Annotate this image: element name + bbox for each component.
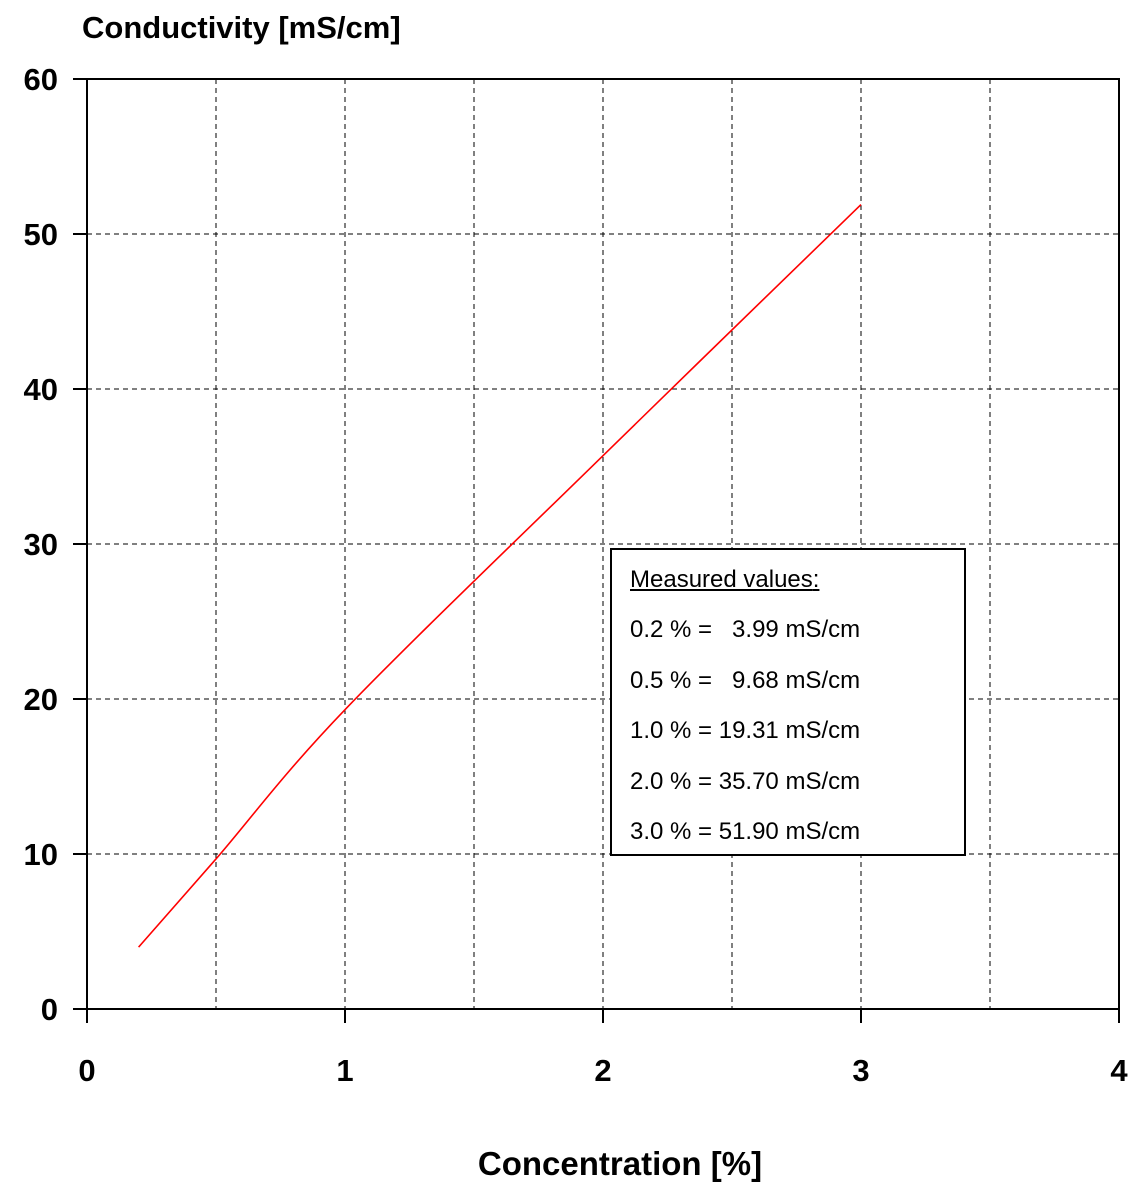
x-tick-label: 2	[594, 1053, 611, 1088]
y-axis-title: Conductivity [mS/cm]	[82, 10, 401, 45]
measured-value-row: 3.0 % = 51.90 mS/cm	[630, 818, 861, 845]
series-layer	[137, 203, 862, 948]
measured-value-row: 0.5 % = 9.68 mS/cm	[630, 667, 861, 694]
measured-values-title: Measured values	[630, 566, 813, 593]
measured-values-title-wrap: Measured values:	[630, 566, 819, 594]
y-tick-label: 60	[24, 62, 58, 97]
y-tick-label: 10	[24, 837, 58, 872]
tick-labels: 0 10 20 30 40 50 60 0 1 2 3 4	[24, 62, 1129, 1088]
measured-value-row: 0.2 % = 3.99 mS/cm	[630, 616, 861, 643]
measured-value-row: 1.0 % = 19.31 mS/cm	[630, 717, 861, 744]
y-tick-label: 40	[24, 372, 58, 407]
x-tick-label: 0	[78, 1053, 95, 1088]
axes	[73, 78, 1120, 1023]
series-line	[137, 203, 862, 948]
x-axis-title: Concentration [%]	[477, 1145, 763, 1182]
x-tick-label: 1	[336, 1053, 353, 1088]
measured-values-box: Measured values: 0.2 % = 3.99 mS/cm 0.5 …	[610, 548, 966, 856]
x-tick-label: 4	[1110, 1053, 1128, 1088]
grid-lines	[87, 79, 1119, 1009]
y-tick-label: 50	[24, 217, 58, 252]
measured-values-colon: :	[812, 566, 820, 593]
x-tick-label: 3	[852, 1053, 869, 1088]
measured-value-row: 2.0 % = 35.70 mS/cm	[630, 768, 861, 795]
y-tick-label: 0	[41, 992, 58, 1027]
y-tick-label: 30	[24, 527, 58, 562]
y-tick-label: 20	[24, 682, 58, 717]
